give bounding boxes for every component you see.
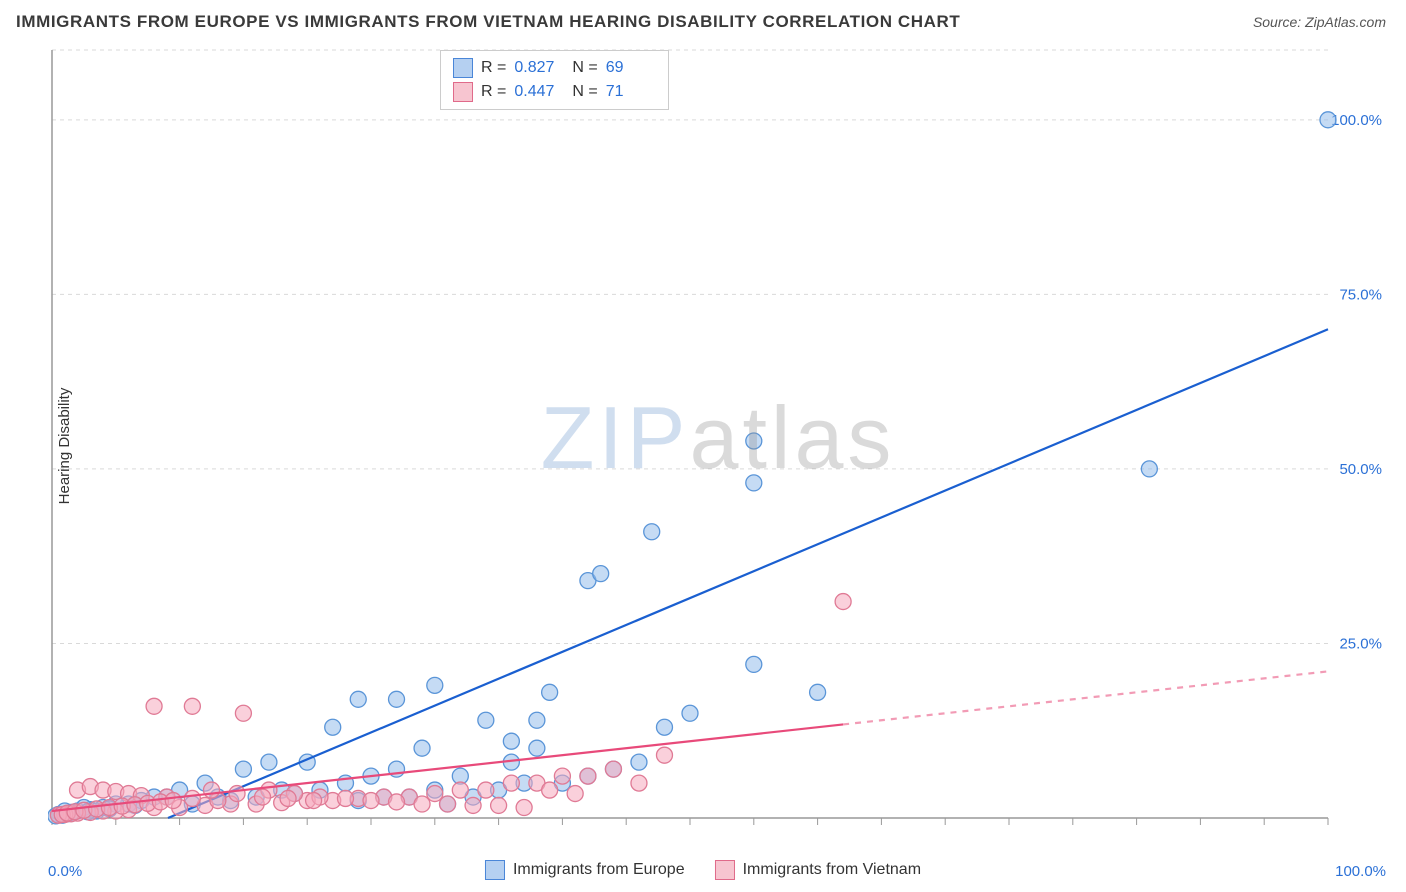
legend-series: Immigrants from Europe Immigrants from V… <box>485 860 921 880</box>
svg-text:75.0%: 75.0% <box>1339 286 1382 303</box>
svg-text:100.0%: 100.0% <box>1331 112 1382 129</box>
chart-plot-area: 25.0%50.0%75.0%100.0% ZIPatlas <box>48 46 1388 846</box>
legend-r-value: 0.447 <box>514 83 564 101</box>
legend-swatch-icon <box>715 860 735 880</box>
legend-r-value: 0.827 <box>514 59 564 77</box>
source-attribution: Source: ZipAtlas.com <box>1253 14 1386 30</box>
legend-series-item: Immigrants from Europe <box>485 860 685 880</box>
legend-n-value: 69 <box>606 59 656 77</box>
legend-swatch-icon <box>485 860 505 880</box>
legend-r-label: R = <box>481 83 506 101</box>
chart-svg: 25.0% 50.0% 75.0% 100.0% <box>48 46 1388 846</box>
legend-n-label: N = <box>572 83 597 101</box>
x-axis-tick-label: 0.0% <box>48 863 82 880</box>
legend-stats-row: R = 0.827 N = 69 <box>453 56 656 80</box>
legend-n-value: 71 <box>606 83 656 101</box>
chart-title: IMMIGRANTS FROM EUROPE VS IMMIGRANTS FRO… <box>16 12 960 32</box>
legend-series-label: Immigrants from Europe <box>513 861 685 879</box>
legend-series-item: Immigrants from Vietnam <box>715 860 921 880</box>
legend-swatch-icon <box>453 82 473 102</box>
legend-r-label: R = <box>481 59 506 77</box>
legend-n-label: N = <box>572 59 597 77</box>
legend-stats-row: R = 0.447 N = 71 <box>453 80 656 104</box>
x-axis-tick-label: 100.0% <box>1335 863 1386 880</box>
legend-series-label: Immigrants from Vietnam <box>743 861 921 879</box>
legend-stats-box: R = 0.827 N = 69 R = 0.447 N = 71 <box>440 50 669 110</box>
svg-text:25.0%: 25.0% <box>1339 635 1382 652</box>
svg-text:50.0%: 50.0% <box>1339 461 1382 478</box>
legend-swatch-icon <box>453 58 473 78</box>
